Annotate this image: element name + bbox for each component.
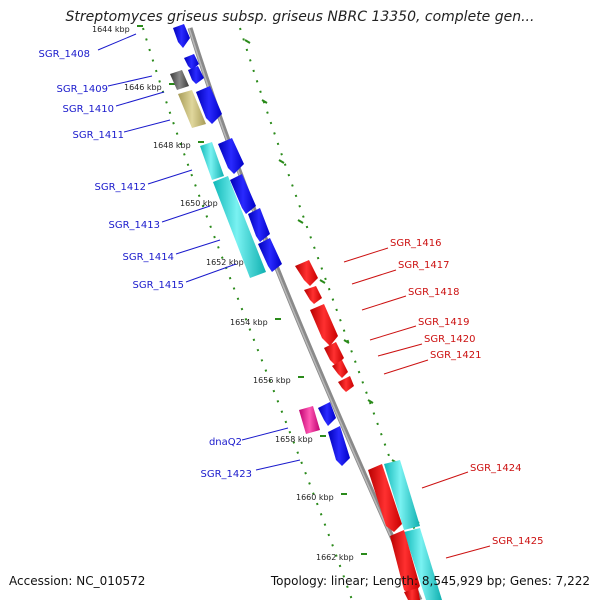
gene-label-left[interactable]: SGR_1415 — [133, 280, 185, 291]
gene-arrow-red — [338, 376, 354, 392]
gene-leader-line — [107, 75, 153, 87]
gene-arrow-red — [404, 588, 420, 600]
gray-feature-block — [170, 70, 189, 90]
gene-leader-line — [361, 295, 407, 311]
gene-label-left[interactable]: SGR_1413 — [109, 220, 161, 231]
gene-leader-line — [175, 239, 221, 255]
gene-arrow-blue — [230, 174, 256, 214]
gene-leader-line — [123, 119, 171, 133]
gene-leader-line — [351, 269, 397, 285]
gene-label-left[interactable]: SGR_1414 — [123, 252, 175, 263]
tick-mark — [367, 399, 374, 404]
gene-arrow-blue — [184, 54, 199, 70]
gene-arrow-red — [368, 464, 402, 532]
gene-leader-line — [421, 471, 469, 489]
cyan-feature-block — [404, 528, 442, 600]
genome-summary: Topology: linear; Length: 8,545,929 bp; … — [270, 574, 590, 588]
gene-leader-line — [369, 325, 417, 341]
cyan-feature-block — [384, 460, 420, 530]
tick-mark — [319, 279, 326, 284]
gene-arrow-blue — [258, 238, 282, 272]
tick-mark — [244, 39, 251, 44]
tick-label: 1662 kbp — [316, 553, 354, 562]
tick-label: 1650 kbp — [180, 199, 218, 208]
gene-leader-line — [255, 459, 301, 471]
gene-arrow-red — [304, 286, 322, 304]
tick-label: 1646 kbp — [124, 83, 162, 92]
gene-label-left[interactable]: SGR_1411 — [73, 130, 125, 141]
gene-label-left[interactable]: SGR_1409 — [57, 84, 109, 95]
gene-arrow-blue — [218, 138, 244, 174]
gene-label-right[interactable]: SGR_1420 — [424, 334, 476, 345]
gene-leader-line — [445, 545, 491, 559]
gene-arrow-blue — [248, 208, 270, 242]
gene-leader-line — [147, 169, 193, 185]
gene-label-left[interactable]: SGR_1423 — [201, 469, 253, 480]
gene-label-left[interactable]: SGR_1412 — [95, 182, 147, 193]
tick-mark — [343, 339, 350, 344]
gene-leader-line — [161, 205, 211, 223]
gene-label-right[interactable]: SGR_1417 — [398, 260, 450, 271]
tick-label: 1652 kbp — [206, 258, 244, 267]
gene-arrow-red — [295, 260, 318, 286]
khaki-feature-block — [178, 90, 206, 128]
gene-arrow-red — [332, 360, 348, 378]
tick-mark — [297, 219, 304, 224]
tick-label: 1660 kbp — [296, 493, 334, 502]
gene-label-left[interactable]: SGR_1408 — [39, 49, 91, 60]
gene-arrow-blue — [188, 66, 204, 84]
magenta-feature-block — [299, 406, 320, 434]
accession-text: Accession: NC_010572 — [9, 574, 146, 588]
gene-leader-line — [97, 33, 137, 51]
gene-label-right[interactable]: SGR_1424 — [470, 463, 522, 474]
gene-leader-line — [241, 427, 289, 441]
gene-leader-line — [377, 343, 423, 357]
gene-label-left[interactable]: SGR_1410 — [63, 104, 115, 115]
gene-arrow-red — [310, 304, 338, 346]
tick-label: 1656 kbp — [253, 376, 291, 385]
gene-arrow-red — [390, 530, 420, 596]
map-title: Streptomyces griseus subsp. griseus NBRC… — [65, 9, 535, 25]
gene-arrow-blue — [328, 426, 350, 466]
gene-leader-line — [343, 247, 389, 263]
tick-label: 1654 kbp — [230, 318, 268, 327]
tick-mark — [278, 159, 285, 164]
gene-label-right[interactable]: SGR_1419 — [418, 317, 470, 328]
cyan-feature-block — [213, 176, 266, 278]
gene-arrow-red — [324, 342, 344, 366]
tick-mark — [261, 99, 268, 104]
gene-leader-line — [383, 359, 429, 375]
gene-label-right[interactable]: SGR_1425 — [492, 536, 544, 547]
cyan-feature-block — [200, 142, 224, 180]
gene-label-right[interactable]: SGR_1418 — [408, 287, 460, 298]
gene-arrow-blue — [318, 402, 336, 426]
gene-label-right[interactable]: SGR_1416 — [390, 238, 442, 249]
gene-label-right[interactable]: SGR_1421 — [430, 350, 482, 361]
left-dotted-track — [142, 27, 353, 600]
tick-label: 1644 kbp — [92, 25, 130, 34]
gene-arrow-blue — [196, 86, 222, 124]
gene-leader-line — [115, 91, 165, 107]
gene-leader-line — [185, 263, 237, 283]
tick-label: 1658 kbp — [275, 435, 313, 444]
gene-label-left[interactable]: dnaQ2 — [209, 437, 242, 448]
tick-label: 1648 kbp — [153, 141, 191, 150]
gene-arrow-blue — [173, 24, 190, 48]
